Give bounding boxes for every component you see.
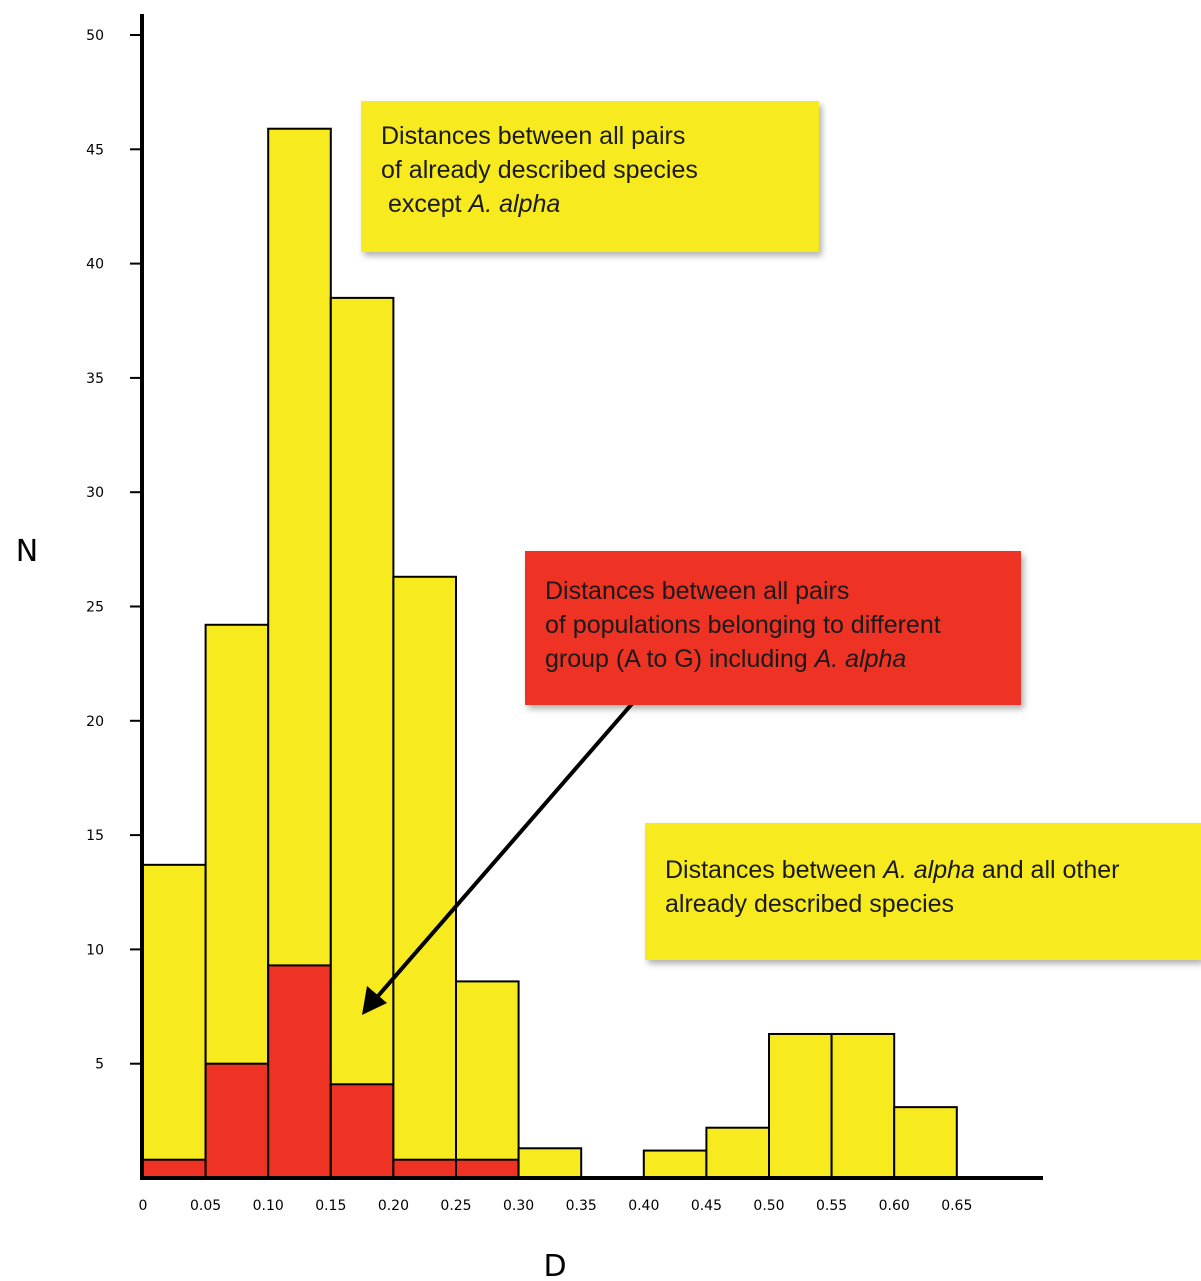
x-tick-label-12: 0.60: [879, 1198, 910, 1214]
x-tick-label-0: 0: [139, 1198, 148, 1214]
annotation-alpha-text-0-0: Distances between: [665, 856, 884, 884]
x-axis-title: D: [543, 1249, 566, 1281]
y-tick-label-0: 5: [95, 1057, 104, 1073]
annotation-alpha-text-0-2: and all other: [974, 856, 1120, 884]
bar-yellow-10: [830, 1032, 896, 1180]
x-tick-label-13: 0.65: [941, 1198, 972, 1214]
annotation-alpha-text-0-1: A. alpha: [883, 856, 975, 884]
annotation-population-pairs: Distances between all pairs of population…: [525, 551, 1021, 705]
y-tick-label-7: 40: [86, 257, 104, 273]
annotation-species-line-1: of already described species: [381, 153, 799, 187]
x-tick-label-4: 0.20: [378, 1198, 409, 1214]
y-tick-label-6: 35: [86, 371, 104, 387]
x-tick-label-9: 0.45: [691, 1198, 722, 1214]
bar-yellow-0: [142, 863, 207, 1179]
bar-yellow-3: [329, 296, 395, 1179]
bar-yellow-7: [642, 1149, 708, 1179]
bar-yellow-4: [392, 575, 457, 1179]
y-tick-label-3: 20: [86, 714, 104, 730]
x-tick-label-1: 0.05: [190, 1198, 221, 1214]
annotation-alpha-line-1: already described species: [665, 887, 1181, 921]
x-tick-label-7: 0.35: [566, 1198, 597, 1214]
bar-yellow-9: [768, 1032, 833, 1180]
y-tick-label-5: 30: [86, 485, 104, 501]
annotation-populations-text-2-0: group (A to G) including: [545, 645, 815, 673]
x-tick-label-10: 0.50: [753, 1198, 784, 1214]
x-tick-label-11: 0.55: [816, 1198, 847, 1214]
bar-red-2: [267, 964, 332, 1179]
annotation-populations-text-2-1: A. alpha: [814, 645, 907, 673]
bar-red-4: [392, 1158, 457, 1180]
annotation-species-text-2-1: A. alpha: [468, 190, 561, 218]
x-tick-label-3: 0.15: [315, 1198, 346, 1214]
annotation-alpha-line-0: Distances between A. alpha and all other: [665, 853, 1181, 887]
annotation-populations-line-0: Distances between all pairs: [545, 574, 1001, 608]
bar-red-3: [329, 1083, 395, 1180]
y-tick-label-9: 50: [86, 28, 104, 44]
bar-red-0: [142, 1158, 207, 1180]
x-tick-label-8: 0.40: [628, 1198, 659, 1214]
annotation-populations-line-2: group (A to G) including A. alpha: [545, 642, 1001, 676]
y-tick-label-2: 15: [86, 828, 104, 844]
y-tick-label-4: 25: [86, 600, 104, 616]
bar-red-1: [204, 1062, 270, 1179]
x-ticks-group: 0 0.05 0.10 0.15 0.20 0.25 0.30 0.35 0.40 0.45 0.5…: [139, 1198, 973, 1214]
y-ticks-group: 5 10 15 20 25 30 35 40 45 50: [86, 28, 142, 1073]
bar-yellow-6: [517, 1147, 583, 1179]
bar-yellow-5: [455, 980, 520, 1179]
axes-group: [140, 14, 1043, 1180]
annotation-species-pairs: Distances between all pairs of already de…: [361, 101, 819, 252]
annotation-species-line-2: except A. alpha: [381, 187, 799, 221]
annotation-species-line-0: Distances between all pairs: [381, 119, 799, 153]
annotation-arrow-line: [376, 696, 639, 998]
annotation-populations-text-0-0: Distances between all pairs: [545, 577, 850, 605]
y-tick-label-8: 45: [86, 142, 104, 158]
annotation-arrow-head: [362, 986, 387, 1015]
bar-red-5: [455, 1158, 520, 1180]
annotation-alpha-distances: Distances between A. alpha and all other…: [645, 823, 1201, 960]
annotation-populations-text-1-0: of populations belonging to different: [545, 611, 941, 639]
bar-yellow-11: [893, 1106, 958, 1180]
annotation-populations-line-1: of populations belonging to different: [545, 608, 1001, 642]
bar-yellow-8: [705, 1126, 771, 1180]
y-axis-title: N: [16, 534, 38, 569]
x-tick-label-6: 0.30: [503, 1198, 534, 1214]
bars-group: [142, 127, 958, 1180]
annotation-species-text-0-0: Distances between all pairs: [381, 122, 686, 150]
annotation-alpha-text-1-0: already described species: [665, 890, 955, 918]
x-tick-label-2: 0.10: [253, 1198, 284, 1214]
x-tick-label-5: 0.25: [440, 1198, 471, 1214]
annotation-species-text-1-0: of already described species: [381, 156, 698, 184]
annotation-species-text-2-0: except: [381, 190, 469, 218]
y-tick-label-1: 10: [86, 942, 104, 958]
